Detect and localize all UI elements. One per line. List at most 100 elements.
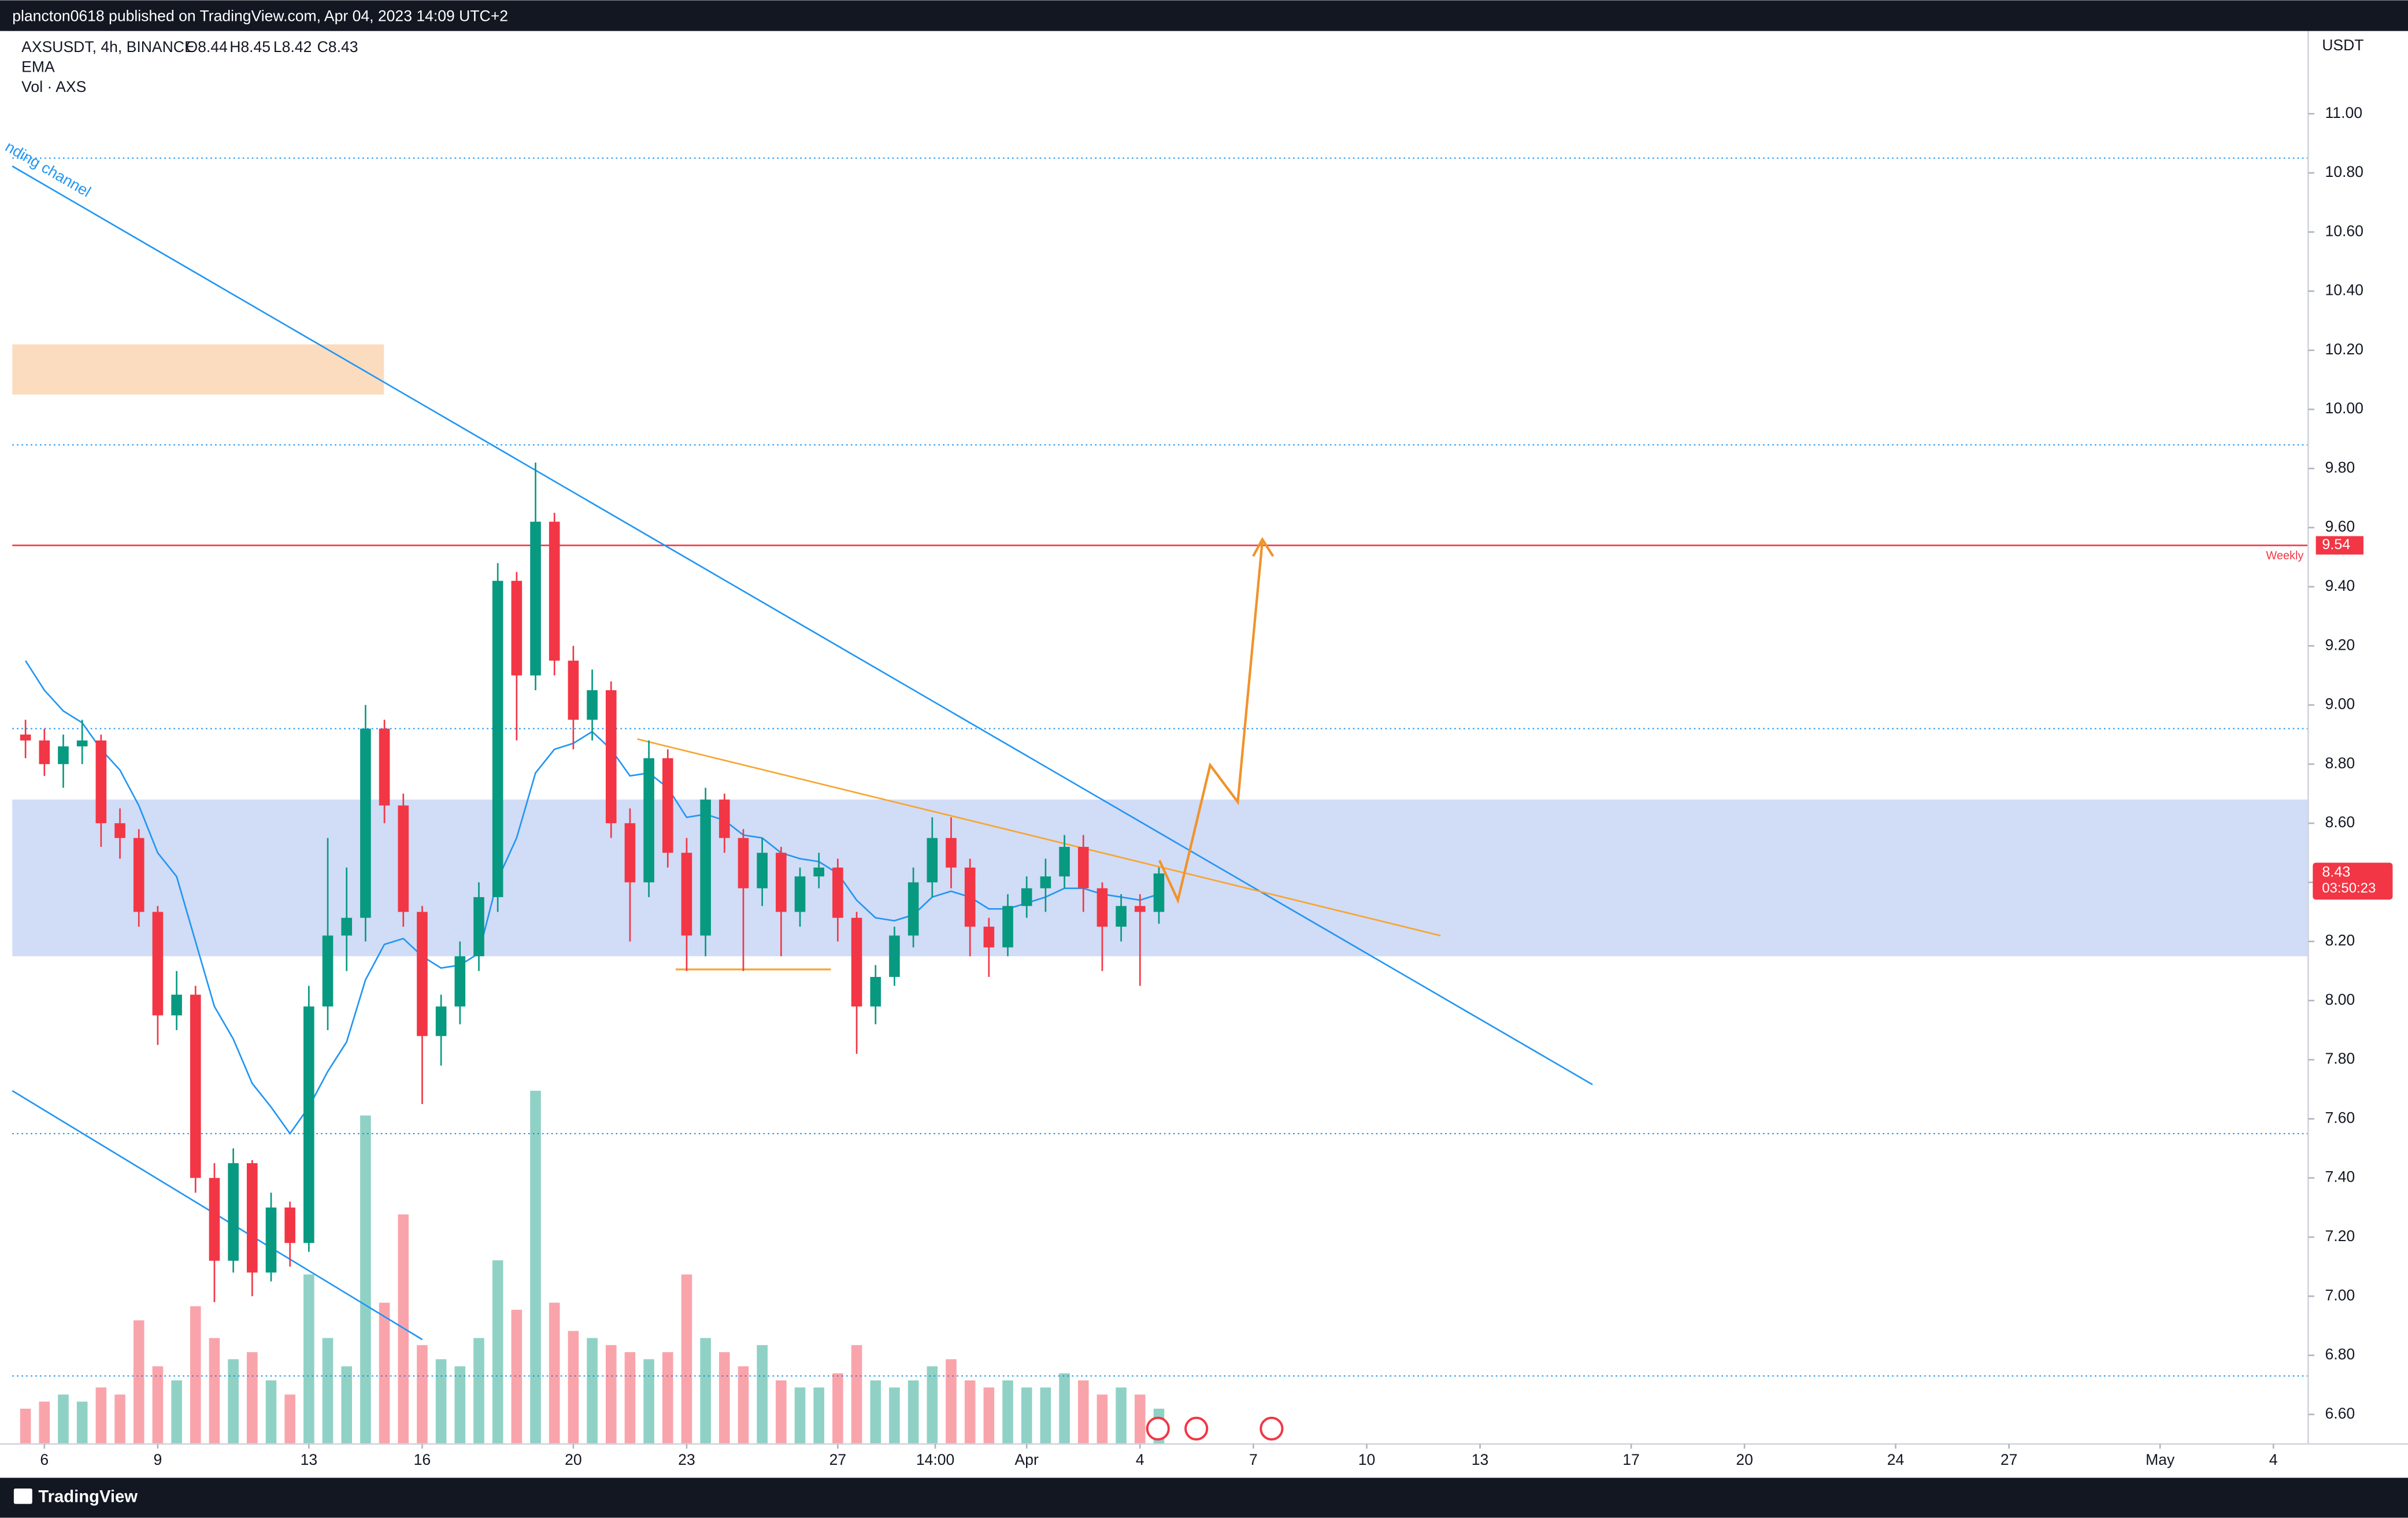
- candle-body: [927, 838, 938, 883]
- x-tick-label: 4: [2269, 1451, 2278, 1468]
- candle-body: [1059, 847, 1070, 877]
- candle-body: [889, 935, 900, 978]
- x-tick-label: 7: [1249, 1451, 1258, 1468]
- axes: 6.606.807.007.207.407.607.808.008.208.40…: [40, 104, 2393, 1468]
- volume-bar: [794, 1387, 806, 1444]
- volume-bar: [190, 1306, 201, 1444]
- volume-bar: [776, 1380, 787, 1444]
- y-tick-label: 6.80: [2325, 1346, 2355, 1363]
- x-tick-label: 27: [829, 1451, 847, 1468]
- volume-bar: [322, 1338, 334, 1444]
- volume-bar: [605, 1345, 617, 1444]
- y-tick-label: 8.60: [2325, 813, 2355, 831]
- volume-bar: [983, 1387, 995, 1444]
- event-icon[interactable]: [1146, 1416, 1170, 1441]
- volume-bar: [757, 1345, 768, 1444]
- candle-body: [379, 728, 390, 806]
- candles: [20, 462, 1165, 1302]
- candle-body: [58, 746, 69, 764]
- x-tick-label: 13: [301, 1451, 318, 1468]
- y-tick-label: 8.20: [2325, 932, 2355, 949]
- volume-bar: [1135, 1394, 1146, 1444]
- candle-body: [190, 994, 201, 1178]
- volume-bar: [379, 1302, 390, 1444]
- volume-bar: [889, 1387, 900, 1444]
- candle-body: [228, 1163, 239, 1261]
- volume-bar: [946, 1359, 957, 1444]
- volume-bar: [1116, 1387, 1127, 1444]
- candle-body: [530, 521, 541, 676]
- candle-body: [360, 728, 371, 918]
- x-tick-label: 23: [678, 1451, 695, 1468]
- candle-body: [1096, 888, 1108, 927]
- ohlc-value: O8.44: [186, 38, 227, 55]
- x-tick-label: 14:00: [916, 1451, 954, 1468]
- candle-body: [605, 690, 617, 824]
- volume-bar: [681, 1274, 692, 1444]
- volume-bar: [209, 1338, 220, 1444]
- candle-body: [39, 740, 50, 764]
- candle-body: [757, 853, 768, 888]
- candle-body: [284, 1207, 295, 1243]
- projection-arrow: [1252, 536, 1275, 557]
- price-line-badge: [2316, 536, 2363, 555]
- ohlc-value: L8.42: [273, 38, 312, 55]
- countdown: 03:50:23: [2322, 880, 2376, 896]
- y-tick-label: 10.20: [2325, 340, 2363, 358]
- volume-bar: [851, 1345, 862, 1444]
- x-tick-label: 17: [1622, 1451, 1640, 1468]
- candle-body: [417, 912, 428, 1036]
- y-tick-label: 7.60: [2325, 1109, 2355, 1126]
- event-icon[interactable]: [1259, 1416, 1284, 1441]
- candle-body: [568, 660, 579, 720]
- candle-body: [587, 690, 598, 720]
- currency: USDT: [2322, 36, 2363, 54]
- y-tick-label: 9.60: [2325, 518, 2355, 535]
- volume-bar: [39, 1401, 50, 1444]
- x-tick-label: 10: [1358, 1451, 1376, 1468]
- price-axis: [2308, 31, 2408, 1478]
- candle-body: [776, 853, 787, 912]
- candle-body: [114, 823, 125, 838]
- indicator: EMA: [21, 58, 55, 75]
- volume-bar: [1059, 1373, 1070, 1444]
- volume-bar: [1077, 1380, 1089, 1444]
- candle-body: [209, 1178, 220, 1261]
- volume-bar: [492, 1260, 503, 1444]
- candle-body: [738, 838, 749, 888]
- y-tick-label: 7.80: [2325, 1050, 2355, 1067]
- levels: [12, 157, 2309, 1377]
- volume-bar: [95, 1387, 107, 1444]
- volume-bar: [643, 1359, 654, 1444]
- volume-bar: [587, 1338, 598, 1444]
- candle-body: [832, 867, 843, 918]
- candle-body: [624, 823, 636, 883]
- volume-bar: [398, 1214, 409, 1444]
- y-tick-label: 6.60: [2325, 1405, 2355, 1422]
- brand[interactable]: TradingView: [38, 1488, 138, 1506]
- y-tick-label: 8.00: [2325, 991, 2355, 1008]
- volume-bar: [265, 1380, 277, 1444]
- volume-bar: [1040, 1387, 1051, 1444]
- candle-body: [322, 935, 334, 1007]
- candle-body: [20, 734, 31, 741]
- candle-body: [643, 758, 654, 883]
- volume-bar: [907, 1380, 919, 1444]
- y-tick-label: 9.80: [2325, 458, 2355, 476]
- time-axis: [0, 1443, 2408, 1478]
- y-tick-label: 7.40: [2325, 1168, 2355, 1186]
- volume-bar: [133, 1320, 145, 1444]
- y-tick-label: 11.00: [2325, 104, 2362, 121]
- event-icon[interactable]: [1184, 1416, 1209, 1441]
- volume-bar: [1096, 1394, 1108, 1444]
- volume-bar: [870, 1380, 881, 1444]
- volume-bar: [454, 1366, 466, 1444]
- triangle-top: [637, 738, 1441, 936]
- ohlc-value: C8.43: [317, 38, 358, 55]
- symbol: AXSUSDT, 4h, BINANCE: [21, 38, 194, 55]
- candle-body: [435, 1006, 447, 1036]
- volume-bar: [568, 1331, 579, 1444]
- volume: [20, 1090, 1165, 1444]
